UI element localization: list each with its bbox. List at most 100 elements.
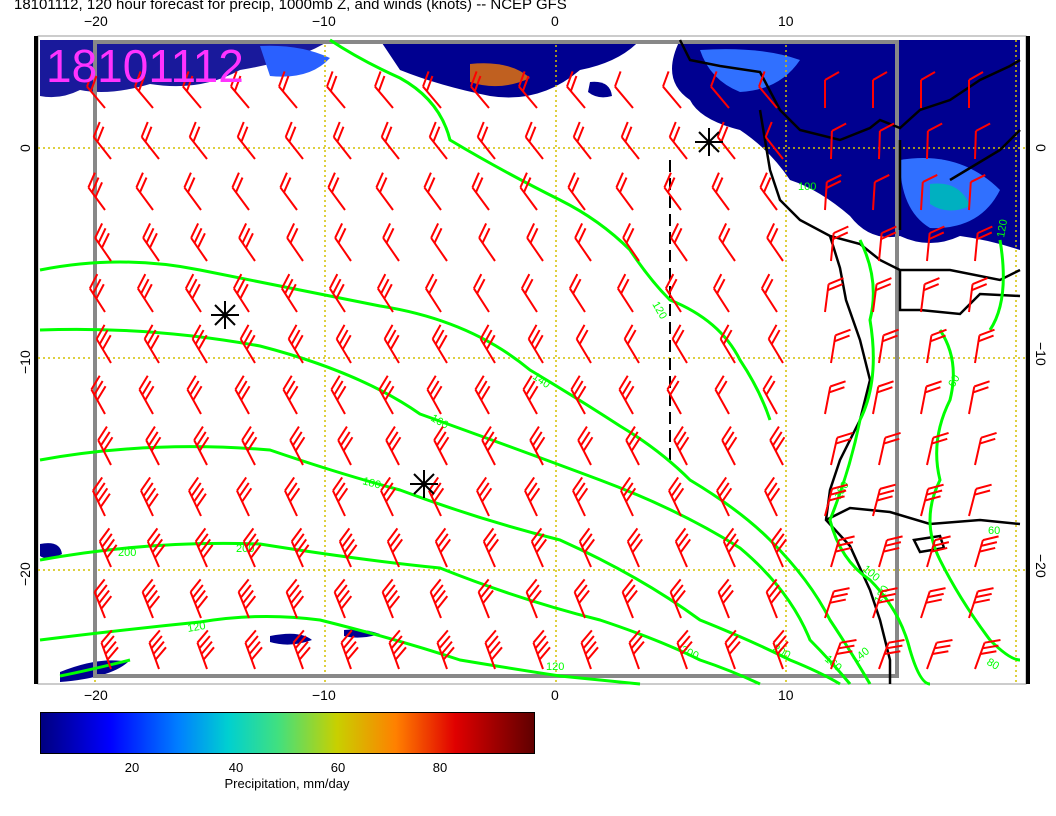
wind-barb [663,172,682,211]
wind-barb [926,225,945,262]
wind-barb [628,629,645,670]
lat-tick-label: 0 [17,144,33,152]
wind-barb [669,578,686,619]
lon-tick-label: 10 [778,13,794,29]
wind-barb [190,222,208,262]
wind-barb [436,629,455,670]
wind-barb [674,527,692,568]
wind-barb [242,527,262,568]
wind-barb [974,535,999,568]
wind-barb [830,535,855,568]
wind-barb [186,375,203,415]
contour-label: 60 [946,373,963,390]
right-edge-bar [1026,36,1030,684]
wind-barb [968,174,986,211]
wind-barb [183,172,202,211]
wind-barb [93,578,113,619]
wind-barb [338,527,358,568]
wind-barb [926,432,949,466]
wind-barb [423,172,442,211]
wind-barb [430,222,448,262]
wind-barb [239,324,256,364]
wind-barb [974,328,995,364]
wind-barb [570,375,587,415]
wind-barb [477,578,494,619]
lat-ticks-left: 0 −10 −20 [17,144,33,586]
wind-barb [327,172,346,211]
wind-barb [471,172,490,211]
wind-barb [182,71,202,109]
wind-barb [136,273,154,313]
colorbar-tick: 80 [432,760,448,775]
wind-barb [284,121,304,160]
wind-barb [380,121,400,160]
wind-barb [664,273,682,313]
wind-barb [472,273,490,313]
wind-barb [241,426,258,466]
wind-barb [340,629,359,670]
wind-barb [236,476,253,517]
wind-barb [920,483,944,517]
wind-barb [620,476,637,517]
wind-barb [334,222,352,262]
wind-barb [92,476,111,517]
wind-barb [623,324,640,364]
contour-label: 80 [985,656,1002,673]
wind-barb [772,629,789,670]
wind-barb [724,629,741,670]
wind-barb [712,273,730,313]
wind-barb [290,527,310,568]
wind-barb [714,375,730,415]
wind-barb [280,273,298,313]
wind-barb [232,273,250,313]
lat-tick-label: −20 [1033,554,1049,578]
wind-barb [148,629,167,670]
wind-barb [478,222,496,262]
wind-barb [196,629,215,670]
lat-tick-label: −20 [17,562,33,586]
wind-barb [292,629,311,670]
wind-barb [668,121,688,160]
wind-barb [518,71,538,109]
wind-barb [662,71,682,109]
wind-barb [95,324,112,364]
wind-barb [878,225,897,262]
wind-barb [284,476,301,517]
wind-barb [527,324,544,364]
wind-barb [383,324,400,364]
wind-barb [824,483,848,517]
wind-barb [878,535,903,568]
wind-barb [770,527,788,568]
contour-label: 180 [361,475,382,491]
wind-barb [575,324,592,364]
wind-barb [872,174,890,211]
wind-barb [926,535,951,568]
wind-barb [382,222,400,262]
lon-tick-label: 0 [551,13,559,29]
colorbar-title: Precipitation, mm/day [224,776,350,791]
contour-label: 120 [546,661,564,673]
date-stamp: 18101112 [46,40,244,92]
wind-barb [676,629,693,670]
wind-barb [968,587,994,619]
colorbar-tick: 20 [124,760,140,775]
wind-barb [920,380,942,415]
lon-tick-label: 0 [551,687,559,703]
wind-barb [100,629,119,670]
wind-barb [721,426,738,466]
wind-barb [434,527,452,568]
wind-barb [872,71,888,108]
wind-barb [878,122,895,160]
wind-barb [386,527,404,568]
wind-barb [98,527,118,568]
wind-barb [926,638,953,670]
contour-label: 120 [995,218,1010,238]
wind-barb [872,483,896,517]
wind-barb [332,121,352,160]
lon-tick-label: −10 [312,13,336,29]
wind-barb [337,426,354,466]
wind-barb [722,527,740,568]
wind-barb [618,375,635,415]
lon-tick-label: −20 [84,687,108,703]
wind-barb [968,71,984,108]
